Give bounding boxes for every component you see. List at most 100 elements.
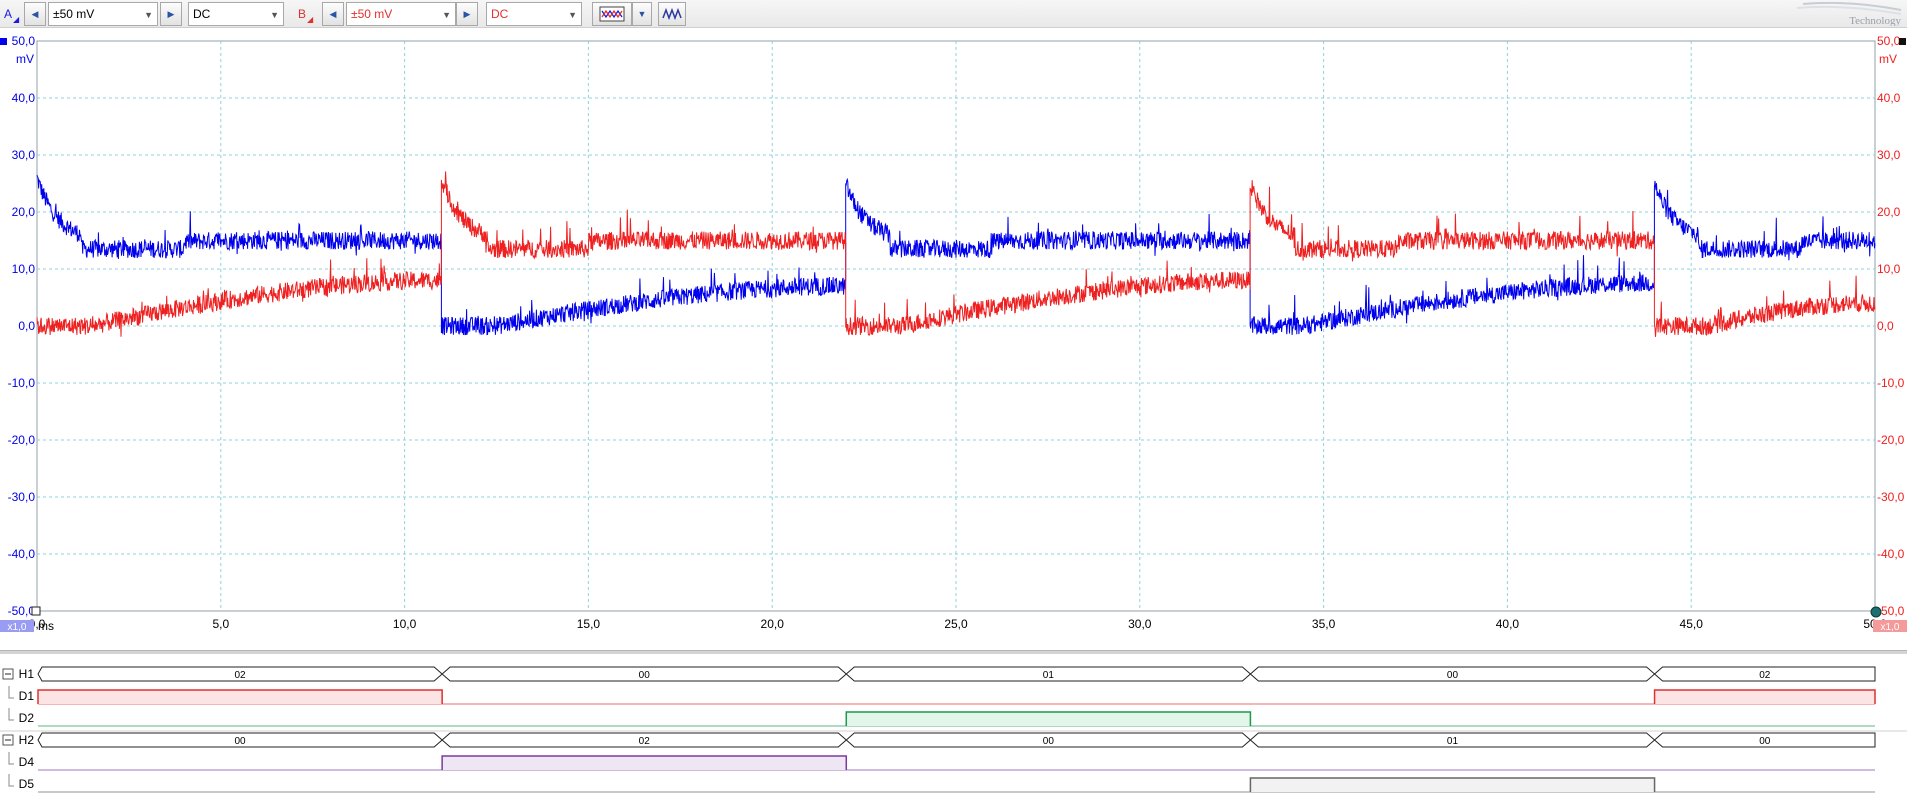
channel-a-range-select[interactable]: ±50 mV ▼ (48, 2, 158, 26)
bus-segment (1653, 732, 1876, 748)
series-B-trace (36, 171, 1876, 337)
bus-value: 02 (639, 736, 651, 747)
y-tick-label-b: -50,0 (1877, 604, 1905, 618)
zoom-label-left: x1,0 (8, 622, 27, 633)
y-tick-label-b: 20,0 (1877, 205, 1901, 219)
digital-high-pulse (1249, 777, 1656, 792)
digital-high-fill (38, 690, 443, 704)
next-arrow-icon: ▶ (463, 8, 471, 19)
bus-value: 00 (1447, 670, 1459, 681)
channel-b-range-next-button[interactable]: ▶ (456, 2, 478, 26)
bus-value: 00 (1043, 736, 1055, 747)
waveform-math-icon (662, 7, 682, 21)
channel-a-range-next-button[interactable]: ▶ (160, 2, 182, 26)
digital-row-label[interactable]: D2 (19, 711, 35, 725)
y-tick-label-b: -10,0 (1877, 376, 1905, 390)
x-tick-label: 25,0 (944, 617, 968, 631)
digital-high-fill (1250, 778, 1655, 792)
trigger-marker-right[interactable] (1870, 606, 1882, 618)
y-tick-label-a: 10,0 (12, 262, 36, 276)
digital-row-label[interactable]: D1 (19, 689, 35, 703)
y-tick-label-a: -40,0 (8, 547, 36, 561)
zoom-badge-left[interactable] (0, 620, 34, 632)
x-tick-label: 20,0 (761, 617, 785, 631)
y-tick-label-a: 30,0 (12, 148, 36, 162)
y-tick-label-a: -10,0 (8, 376, 36, 390)
y-tick-label-b: -20,0 (1877, 433, 1905, 447)
y-tick-label-b: 10,0 (1877, 262, 1901, 276)
digital-row-label[interactable]: D4 (19, 755, 35, 769)
bus-value: 00 (235, 736, 247, 747)
dropdown-caret-icon: ▼ (144, 10, 153, 20)
digital-row-label[interactable]: H2 (19, 733, 35, 747)
y-tick-label-a: -50,0 (8, 604, 36, 618)
x-unit-label: ms (38, 619, 54, 633)
x-tick-label: 35,0 (1312, 617, 1336, 631)
channel-options-icon (599, 6, 625, 22)
channel-b-range-value: ±50 mV (351, 7, 393, 21)
channel-a-range-value: ±50 mV (53, 7, 95, 21)
y-unit-label-a: mV (16, 52, 34, 66)
y-tick-label-b: 30,0 (1877, 148, 1901, 162)
prev-arrow-icon: ◀ (31, 8, 39, 19)
x-tick-label: 40,0 (1496, 617, 1520, 631)
dropdown-caret-icon: ▼ (270, 10, 279, 20)
digital-high-pulse (441, 755, 848, 770)
x-tick-label: 30,0 (1128, 617, 1152, 631)
tree-connector (8, 774, 14, 787)
digital-high-pulse (37, 689, 443, 704)
dropdown-caret-icon: ▼ (442, 10, 451, 20)
channel-options-dropdown[interactable]: ▼ (632, 2, 652, 26)
series-A-trace (36, 174, 1876, 336)
channel-a-range-prev-button[interactable]: ◀ (24, 2, 46, 26)
channel-b-marker (1899, 38, 1906, 45)
zoom-label-right: x1,0 (1881, 622, 1900, 633)
bus-value: 01 (1043, 670, 1055, 681)
digital-row-label[interactable]: D5 (19, 777, 35, 791)
channel-a-marker (0, 38, 7, 45)
channel-b-range-select[interactable]: ±50 mV ▼ (346, 2, 456, 26)
y-tick-label-b: 50,0 (1877, 34, 1901, 48)
digital-high-fill (1654, 690, 1875, 704)
bus-value: 01 (1447, 736, 1459, 747)
digital-high-pulse (845, 711, 1252, 726)
tree-connector (8, 708, 14, 721)
channel-b-button[interactable]: B◢ (298, 7, 314, 24)
channel-a-coupling-select[interactable]: DC ▼ (188, 2, 284, 26)
x-tick-label: 45,0 (1680, 617, 1704, 631)
x-tick-label: 15,0 (577, 617, 601, 631)
digital-high-fill (442, 756, 847, 770)
y-tick-label-a: -20,0 (8, 433, 36, 447)
dropdown-caret-icon: ▼ (568, 10, 577, 20)
brand-logo: Technology (1793, 1, 1903, 27)
y-tick-label-a: 20,0 (12, 205, 36, 219)
trigger-marker-left[interactable] (31, 606, 41, 616)
panel-splitter[interactable] (0, 650, 1907, 654)
dropdown-caret-icon: ▼ (637, 9, 647, 19)
y-tick-label-b: 40,0 (1877, 91, 1901, 105)
channel-a-button[interactable]: A◢ (4, 7, 20, 24)
y-tick-label-a: -30,0 (8, 490, 36, 504)
y-tick-label-a: 0,0 (18, 319, 35, 333)
channel-options-button[interactable] (592, 2, 632, 26)
oscilloscope-chart[interactable]: 0,0 5,0 10,0 15,0 20,0 25,0 30,0 35,0 40,0 45,0 50… (0, 30, 1907, 650)
channel-b-range-prev-button[interactable]: ◀ (322, 2, 344, 26)
channel-b-coupling-select[interactable]: DC ▼ (486, 2, 582, 26)
y-tick-label-b: -40,0 (1877, 547, 1905, 561)
x-tick-label: 5,0 (212, 617, 229, 631)
bus-segment (1653, 666, 1876, 682)
waveform-math-button[interactable] (658, 2, 686, 26)
x-tick-label: 10,0 (393, 617, 417, 631)
channel-a-coupling-value: DC (193, 7, 211, 21)
y-tick-label-b: -30,0 (1877, 490, 1905, 504)
bus-value: 00 (1759, 736, 1771, 747)
logo-text: Technology (1849, 15, 1901, 26)
zoom-badge-right[interactable] (1873, 620, 1907, 632)
digital-row-label[interactable]: H1 (19, 667, 35, 681)
toolbar: A◢ ◀ ±50 mV ▼ ▶ DC ▼ B◢ ◀ ±50 mV ▼ ▶ DC … (0, 0, 1907, 28)
digital-high-fill (846, 712, 1251, 726)
next-arrow-icon: ▶ (167, 8, 175, 19)
y-unit-label-b: mV (1879, 52, 1897, 66)
y-tick-label-b: 0,0 (1877, 319, 1894, 333)
tree-connector (8, 686, 14, 699)
